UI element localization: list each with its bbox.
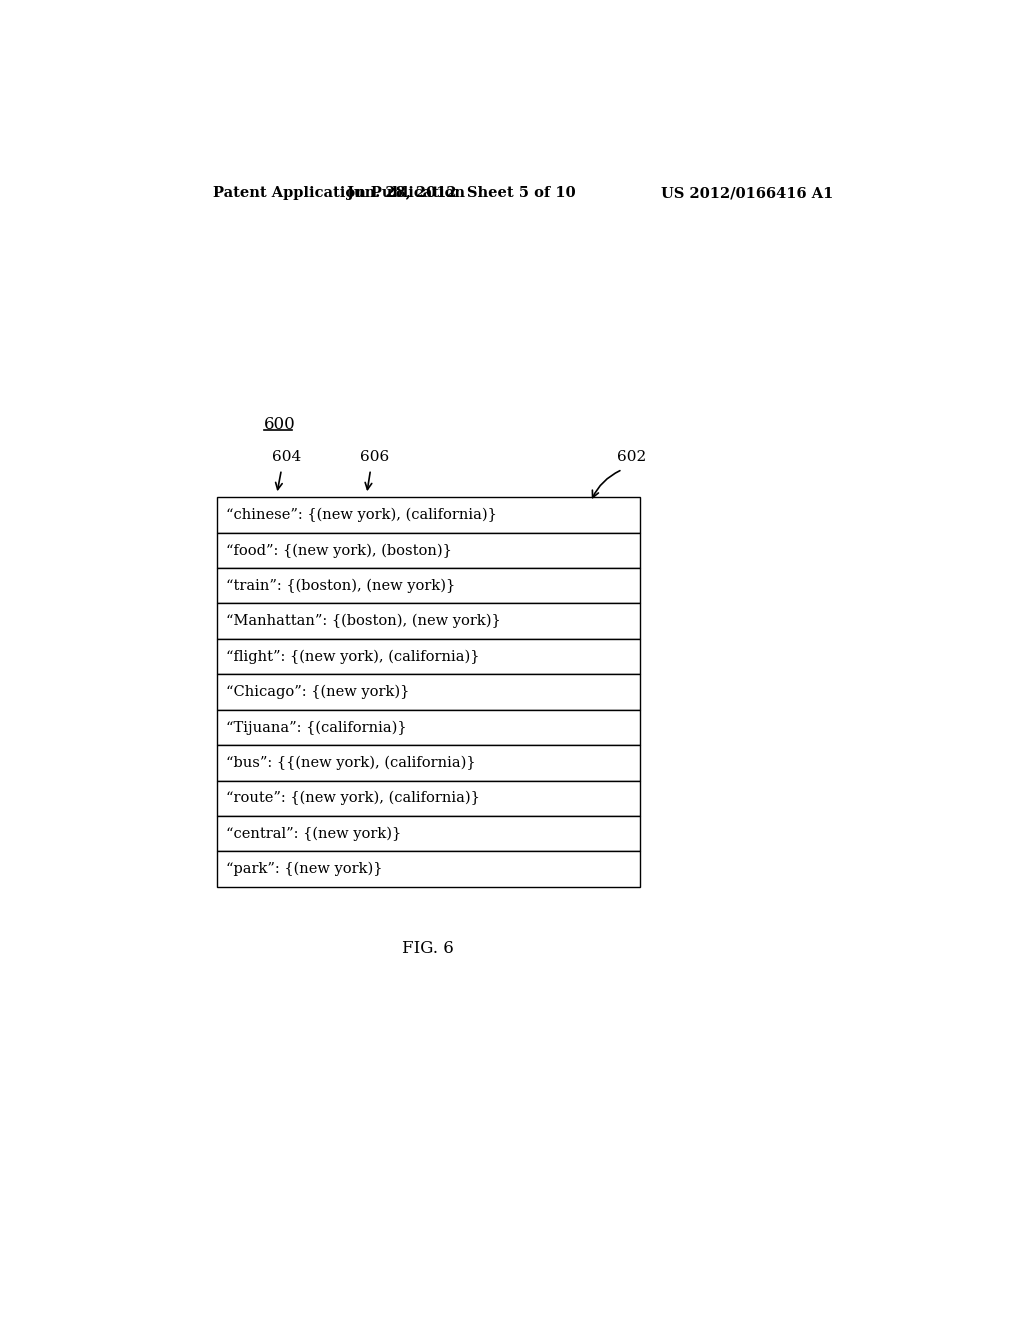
Text: “Tijuana”: {(california)}: “Tijuana”: {(california)} xyxy=(226,721,408,735)
Text: “central”: {(new york)}: “central”: {(new york)} xyxy=(226,826,401,841)
Text: 602: 602 xyxy=(617,450,646,465)
Text: “flight”: {(new york), (california)}: “flight”: {(new york), (california)} xyxy=(226,649,480,664)
Text: 606: 606 xyxy=(359,450,389,465)
Bar xyxy=(217,603,640,639)
Text: US 2012/0166416 A1: US 2012/0166416 A1 xyxy=(660,186,834,201)
Bar xyxy=(217,639,640,675)
Text: Jun. 28, 2012  Sheet 5 of 10: Jun. 28, 2012 Sheet 5 of 10 xyxy=(347,186,575,201)
Text: “chinese”: {(new york), (california)}: “chinese”: {(new york), (california)} xyxy=(226,508,498,523)
Bar xyxy=(217,533,640,568)
Bar xyxy=(217,710,640,744)
Bar xyxy=(217,780,640,816)
Bar xyxy=(217,568,640,603)
Bar xyxy=(217,851,640,887)
Text: 600: 600 xyxy=(263,416,295,433)
Text: Patent Application Publication: Patent Application Publication xyxy=(213,186,465,201)
Text: “Manhattan”: {(boston), (new york)}: “Manhattan”: {(boston), (new york)} xyxy=(226,614,501,628)
Text: “bus”: {{(new york), (california)}: “bus”: {{(new york), (california)} xyxy=(226,755,476,770)
Text: “park”: {(new york)}: “park”: {(new york)} xyxy=(226,862,383,876)
Bar xyxy=(217,816,640,851)
Bar xyxy=(217,744,640,780)
Text: “route”: {(new york), (california)}: “route”: {(new york), (california)} xyxy=(226,791,480,805)
Bar xyxy=(217,498,640,533)
Text: “Chicago”: {(new york)}: “Chicago”: {(new york)} xyxy=(226,685,410,700)
Bar xyxy=(217,675,640,710)
Text: “train”: {(boston), (new york)}: “train”: {(boston), (new york)} xyxy=(226,578,456,593)
Text: 604: 604 xyxy=(272,450,301,465)
Text: FIG. 6: FIG. 6 xyxy=(402,940,455,957)
Text: “food”: {(new york), (boston)}: “food”: {(new york), (boston)} xyxy=(226,543,453,557)
